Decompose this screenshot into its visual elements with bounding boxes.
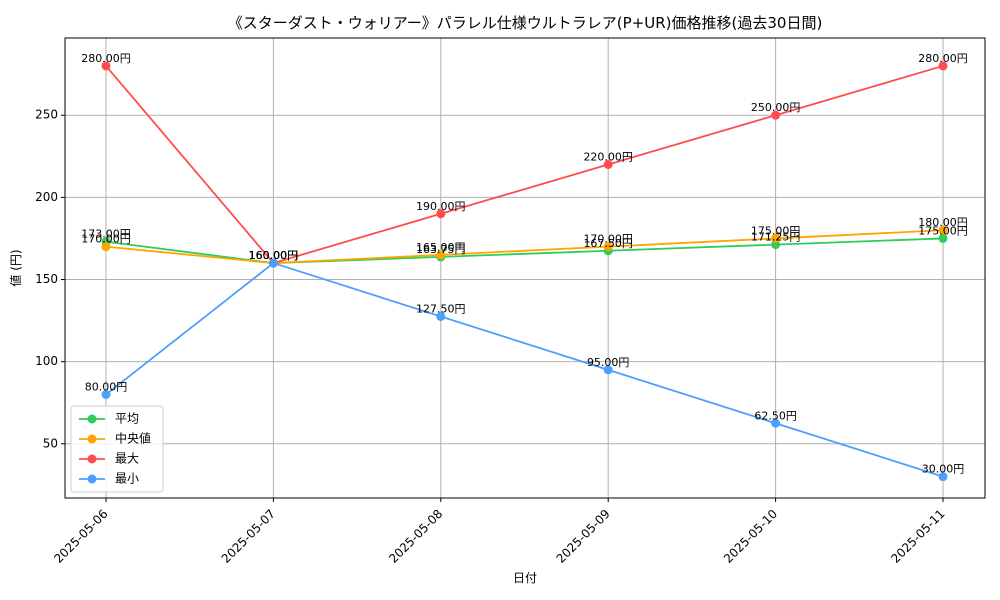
x-tick-label: 2025-05-10: [721, 507, 780, 566]
data-label: 220.00円: [583, 151, 633, 164]
legend-swatch-marker: [87, 474, 97, 484]
series-最小: [101, 258, 948, 482]
data-point: [436, 209, 446, 219]
legend-label: 最小: [115, 472, 139, 486]
data-point: [771, 233, 781, 243]
data-point: [771, 110, 781, 120]
data-label: 171.25円: [751, 231, 801, 244]
data-point: [938, 233, 948, 243]
data-label: 175.00円: [751, 224, 801, 237]
data-point: [938, 472, 948, 482]
data-label: 127.50円: [416, 302, 466, 315]
data-label: 80.00円: [85, 381, 128, 394]
data-label: 160.00円: [249, 249, 299, 262]
data-point: [436, 250, 446, 260]
data-point: [603, 365, 613, 375]
data-point: [603, 242, 613, 252]
data-point: [101, 390, 111, 399]
data-point: [771, 418, 781, 428]
grid-lines: [65, 38, 985, 498]
data-label: 173.00円: [81, 228, 131, 241]
chart-title: 《スターダスト・ウォリアー》パラレル仕様ウルトラレア(P+UR)価格推移(過去3…: [228, 14, 823, 32]
data-label: 95.00円: [587, 356, 630, 369]
x-tick-label: 2025-05-08: [386, 507, 445, 566]
series-line: [105, 262, 944, 478]
data-label: 190.00円: [416, 200, 466, 213]
data-label: 30.00円: [922, 463, 965, 476]
x-tick-label: 2025-05-06: [51, 507, 110, 566]
data-label: 160.00円: [249, 249, 299, 262]
y-tick-label: 250: [35, 108, 58, 122]
y-tick-label: 100: [35, 354, 58, 368]
data-point: [268, 258, 278, 268]
x-axis-label: 日付: [513, 571, 537, 585]
data-label: 170.00円: [81, 233, 131, 246]
y-tick-label: 50: [43, 436, 58, 450]
data-label: 62.50円: [754, 409, 797, 422]
y-axis-ticks: 50 100 150 200 250: [35, 108, 65, 450]
legend-item: 平均: [79, 412, 139, 426]
data-label: 170.00円: [583, 233, 633, 246]
x-tick-label: 2025-05-11: [888, 507, 947, 566]
data-label: 163.75円: [416, 243, 466, 256]
data-label: 175.00円: [918, 224, 968, 237]
legend-swatch-marker: [87, 414, 97, 424]
series-line: [105, 65, 944, 265]
legend-item: 中央値: [79, 431, 151, 446]
data-point: [436, 311, 446, 321]
series-group: [101, 61, 948, 482]
data-label: 250.00円: [751, 101, 801, 114]
data-label: 160.00円: [249, 249, 299, 262]
y-tick-label: 200: [35, 190, 58, 204]
legend-label: 平均: [115, 412, 139, 426]
data-label: 167.50円: [583, 237, 633, 250]
data-label: 160.00円: [249, 249, 299, 262]
data-point: [938, 225, 948, 235]
x-tick-label: 2025-05-07: [219, 507, 278, 566]
legend-label: 中央値: [115, 431, 151, 446]
data-label: 165.00円: [416, 241, 466, 254]
data-point: [101, 242, 111, 252]
y-tick-label: 150: [35, 272, 58, 286]
data-label: 180.00円: [918, 216, 968, 229]
data-label: 280.00円: [81, 52, 131, 65]
legend-swatch-marker: [87, 434, 97, 444]
legend-label: 最大: [115, 452, 139, 466]
legend-swatch-marker: [87, 454, 97, 464]
series-line: [105, 229, 944, 264]
data-label: 280.00円: [918, 52, 968, 65]
data-point: [603, 160, 613, 169]
series-中央値: [101, 225, 948, 268]
data-point: [938, 61, 948, 71]
plot-frame: [64, 37, 986, 499]
x-tick-label: 2025-05-09: [554, 507, 613, 566]
legend-item: 最大: [79, 452, 139, 466]
y-axis-label: 値 (円): [8, 249, 23, 286]
x-axis-ticks: 2025-05-06 2025-05-07 2025-05-08 2025-05-09…: [51, 498, 948, 566]
data-point: [101, 61, 111, 71]
data-point: [771, 240, 781, 250]
legend-box: [70, 405, 164, 493]
legend-item: 最小: [79, 472, 139, 486]
